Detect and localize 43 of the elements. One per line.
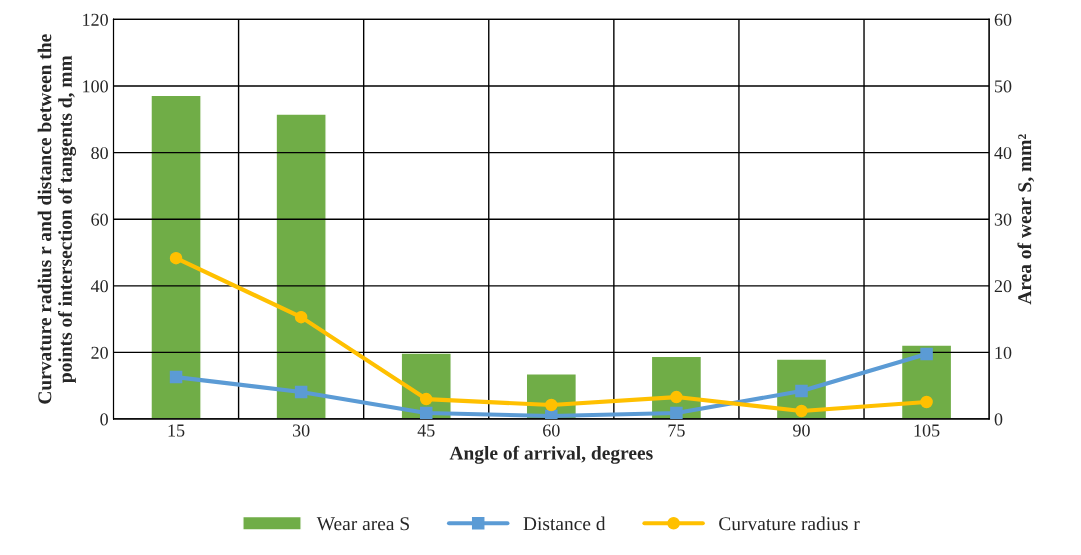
point: [169, 251, 183, 265]
point: [294, 385, 308, 399]
x-axis-title: Angle of arrival, degrees: [449, 445, 653, 464]
point: [545, 409, 558, 420]
x-tick-label: 90: [793, 424, 810, 437]
y2-tick-label: 20: [994, 280, 1012, 293]
y-tick-label: 60: [91, 213, 108, 226]
y-tick-label: 80: [91, 146, 108, 160]
point: [294, 310, 308, 324]
point: [795, 384, 808, 398]
point: [670, 390, 683, 404]
bar: [275, 113, 327, 420]
y-tick-label: 100: [83, 80, 108, 93]
y-tick-label: 120: [83, 13, 108, 26]
x-tick-label: 75: [668, 424, 685, 437]
y2-tick-label: 60: [994, 13, 1012, 26]
point: [419, 406, 433, 420]
point: [545, 398, 558, 412]
x-tick-label: 30: [292, 424, 310, 437]
point: [419, 392, 433, 406]
y-tick-label: 20: [91, 346, 108, 359]
y2-tick-label: 10: [995, 346, 1012, 359]
y2-tick-label: 0: [994, 413, 1003, 426]
legend-label: Curvature radius r: [719, 516, 860, 531]
y-tick-label: 40: [90, 280, 108, 293]
x-tick-label: 60: [543, 424, 560, 437]
bar: [150, 94, 202, 420]
x-tick-label: 15: [168, 424, 185, 437]
y2-tick-label: 50: [995, 80, 1012, 93]
point: [670, 406, 683, 420]
x-tick-label: 105: [914, 424, 940, 437]
legend-label: Distance d: [523, 516, 606, 531]
y-axis-title: Curvature radius r and distance between the points of intersection of tangents d, mm: [37, 34, 77, 404]
point: [920, 395, 933, 409]
point: [169, 370, 183, 384]
point: [920, 347, 933, 361]
y2-tick-label: 40: [994, 146, 1012, 160]
x-tick-label: 45: [417, 424, 435, 437]
y2-tick-label: 30: [994, 213, 1012, 226]
point: [795, 404, 808, 418]
y-tick-label: 0: [100, 413, 108, 426]
legend-label: Wear area S: [316, 517, 409, 531]
y2-axis-title: Area of wear S, mm²: [1017, 134, 1035, 305]
